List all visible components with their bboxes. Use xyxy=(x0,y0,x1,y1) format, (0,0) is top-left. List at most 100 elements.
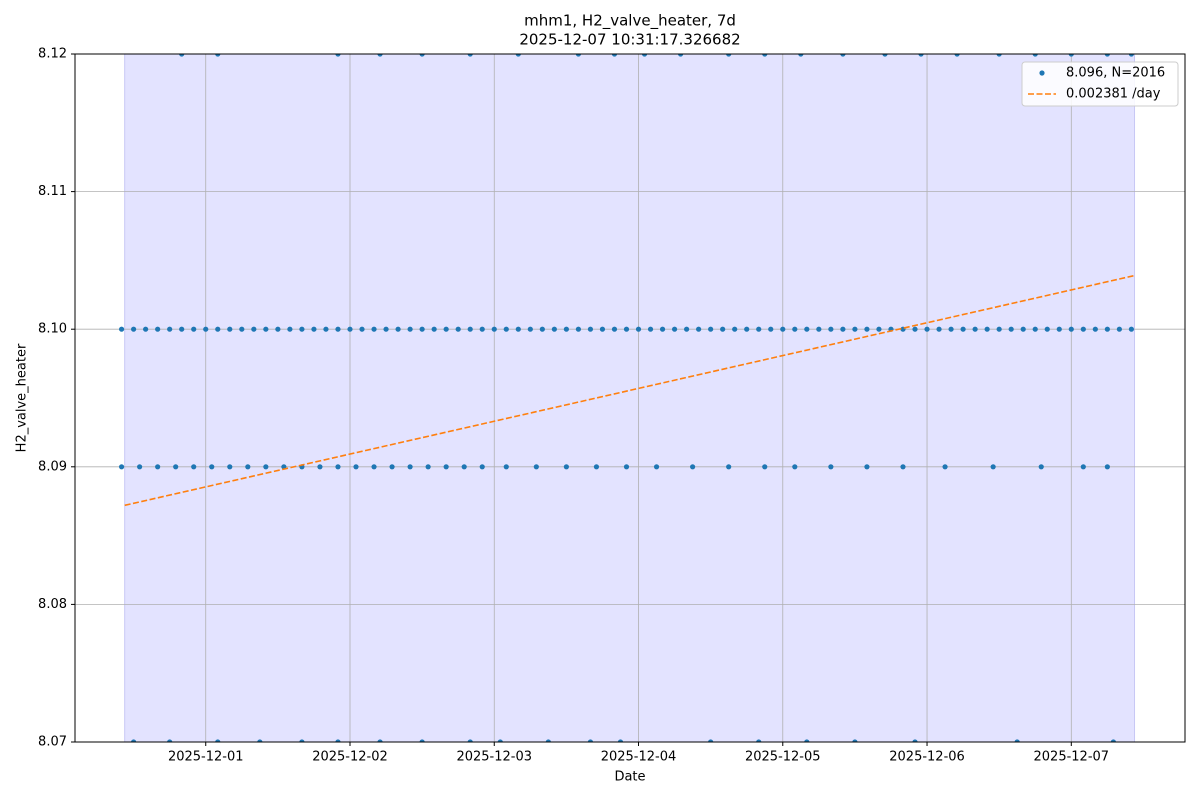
data-point xyxy=(912,326,918,332)
data-point xyxy=(191,326,197,332)
data-point xyxy=(539,326,545,332)
data-point xyxy=(407,464,413,470)
data-point xyxy=(245,464,251,470)
data-point xyxy=(635,326,642,332)
data-point xyxy=(996,54,1002,57)
data-point xyxy=(143,326,149,332)
data-point xyxy=(419,326,425,332)
data-point xyxy=(780,326,786,332)
data-point xyxy=(792,464,798,470)
data-point xyxy=(131,326,137,332)
data-point xyxy=(419,739,425,742)
data-point xyxy=(155,464,161,470)
data-point xyxy=(972,326,978,332)
data-point xyxy=(852,739,858,742)
data-point xyxy=(353,464,359,470)
data-point xyxy=(756,326,762,332)
data-point xyxy=(425,464,431,470)
x-tick-label: 2025-12-06 xyxy=(889,750,965,765)
legend: 8.096, N=2016 0.002381 /day xyxy=(1021,61,1179,107)
data-point xyxy=(443,326,449,332)
data-point xyxy=(1104,464,1110,470)
data-point xyxy=(497,739,503,742)
data-point xyxy=(533,464,539,470)
data-point xyxy=(215,54,221,57)
legend-label: 8.096, N=2016 xyxy=(1066,66,1165,81)
data-point xyxy=(173,464,179,470)
data-point xyxy=(203,326,209,332)
x-tick-label: 2025-12-03 xyxy=(456,750,532,765)
trend-line xyxy=(124,274,1135,507)
data-point xyxy=(563,464,569,470)
data-point xyxy=(756,739,762,742)
y-tick-label: 8.09 xyxy=(38,459,67,474)
data-point xyxy=(1104,326,1110,332)
y-tick-label: 8.12 xyxy=(38,47,67,62)
data-point xyxy=(912,739,918,742)
data-point xyxy=(768,326,774,332)
data-point xyxy=(515,54,521,57)
data-point xyxy=(383,326,389,332)
data-point xyxy=(1068,326,1074,332)
y-tick-label: 8.10 xyxy=(38,322,67,337)
data-point xyxy=(263,326,269,332)
data-point xyxy=(852,326,858,332)
data-point xyxy=(1068,54,1074,57)
data-point xyxy=(653,464,660,470)
data-point xyxy=(1044,326,1050,332)
y-tick-label: 8.07 xyxy=(38,735,67,750)
data-point xyxy=(1032,54,1038,57)
data-point xyxy=(984,326,990,332)
data-point xyxy=(407,326,413,332)
data-point xyxy=(335,326,341,332)
data-point xyxy=(708,326,714,332)
legend-box xyxy=(1021,61,1179,107)
data-point xyxy=(1110,739,1116,742)
data-point xyxy=(828,326,834,332)
data-point xyxy=(575,326,582,332)
data-point xyxy=(491,326,497,332)
data-point xyxy=(804,739,810,742)
data-point xyxy=(257,739,263,742)
data-point xyxy=(684,326,690,332)
data-point xyxy=(467,739,473,742)
data-point xyxy=(179,54,185,57)
data-point xyxy=(816,326,822,332)
data-point xyxy=(467,326,473,332)
data-point xyxy=(864,464,870,470)
data-point xyxy=(503,326,509,332)
data-point xyxy=(527,326,533,332)
data-point xyxy=(708,739,714,742)
data-point xyxy=(623,326,630,332)
data-point xyxy=(677,54,684,57)
data-point xyxy=(996,326,1002,332)
x-tick-label: 2025-12-02 xyxy=(312,750,388,765)
data-point xyxy=(1080,464,1086,470)
data-point xyxy=(960,326,966,332)
data-point xyxy=(118,464,125,470)
data-point xyxy=(587,326,594,332)
data-point xyxy=(864,326,870,332)
plot-background xyxy=(124,54,1136,742)
data-point xyxy=(551,326,557,332)
data-point xyxy=(659,326,666,332)
data-point xyxy=(335,464,341,470)
data-point xyxy=(251,326,257,332)
data-point xyxy=(762,54,768,57)
data-point xyxy=(840,326,846,332)
data-point xyxy=(359,326,365,332)
y-tick-label: 8.08 xyxy=(38,597,67,612)
y-axis-label: H2_valve_heater xyxy=(15,343,30,452)
data-point xyxy=(828,464,834,470)
data-point xyxy=(455,326,461,332)
data-point xyxy=(419,54,425,57)
data-point xyxy=(347,326,353,332)
data-point xyxy=(690,464,696,470)
data-point xyxy=(1080,326,1086,332)
data-point xyxy=(804,326,810,332)
data-point xyxy=(1056,326,1062,332)
data-point xyxy=(479,326,485,332)
data-point xyxy=(882,54,888,57)
data-point xyxy=(503,464,509,470)
